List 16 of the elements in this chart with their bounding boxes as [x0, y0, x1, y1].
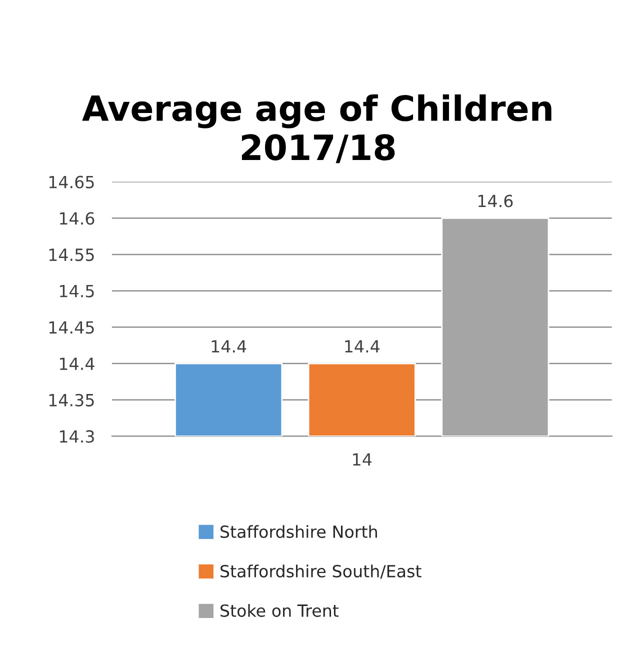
y-tick-label: 14.65 [49, 176, 94, 188]
legend-label: Stoke on Trent [220, 604, 339, 617]
y-tick-label: 14.6 [60, 212, 94, 225]
y-tick-label: 14.55 [49, 248, 94, 262]
legend-label: Staffordshire North [220, 525, 377, 538]
legend-label: Staffordshire South/East [220, 564, 422, 579]
y-tick-label: 14.35 [49, 394, 94, 406]
y-tick-label: 14.5 [60, 285, 94, 298]
y-tick-label: 14.45 [49, 321, 94, 334]
data-label: 14.4 [345, 340, 380, 352]
x-tick-label: 14 [353, 453, 372, 466]
chart-title: Average age of Children 2017/18 [82, 94, 552, 164]
y-tick-label: 14.4 [60, 358, 94, 370]
data-label: 14.6 [478, 194, 513, 208]
y-tick-label: 14.3 [60, 430, 94, 443]
data-label: 14.4 [212, 340, 246, 352]
